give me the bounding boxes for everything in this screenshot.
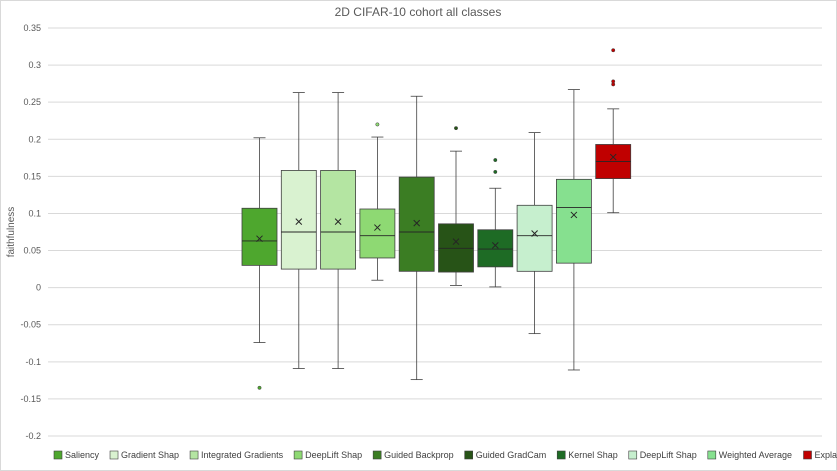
legend-item: Guided GradCam [464,450,547,460]
outlier-point [375,122,380,127]
y-tick-label: 0.2 [28,134,41,144]
y-tick-label: 0.15 [23,171,41,181]
legend-swatch [707,450,717,460]
y-tick-label: 0.1 [28,208,41,218]
legend-item: Explanation Optimizer (non-linear) [803,450,837,460]
box [280,170,317,270]
legend-item: Integrated Gradients [189,450,284,460]
legend-label: Kernel Shap [568,450,618,460]
box [359,208,396,259]
box-series [241,137,278,390]
mean-marker [295,218,303,225]
legend-label: Guided Backprop [384,450,454,460]
outlier-point [611,48,616,53]
box-series [438,126,474,286]
legend-label: Explanation Optimizer (non-linear) [815,450,837,460]
gridlines [48,27,822,437]
y-tick-label: -0.05 [20,320,41,330]
outlier-point [454,126,458,131]
legend-item: Gradient Shap [109,450,179,460]
legend-item: Weighted Average [707,450,792,460]
y-tick-label: 0.3 [28,60,41,70]
mean-marker [374,224,381,231]
y-tick-label: -0.1 [25,357,41,367]
mean-marker [256,235,263,243]
legend-swatch [803,450,812,460]
box-series [595,48,632,214]
box [477,229,514,268]
legend-swatch [109,450,119,460]
mean-marker [413,219,421,227]
box-series [516,132,553,335]
legend-item: Saliency [53,450,100,460]
legend-label: DeepLift Shap [305,450,362,460]
legend: Saliency Gradient Shap Integrated Gradient… [53,450,837,460]
boxes [241,48,632,390]
box-series [477,158,514,288]
y-tick-label: 0.35 [23,23,41,33]
y-axis-ticks: 0.35 0.3 0.25 0.2 0.15 0.1 0.05 0 -0.05 -0.1 -0.15… [20,23,41,441]
mean-marker [452,238,460,245]
outlier-point [493,158,498,162]
legend-swatch [53,450,63,460]
legend-item: DeepLift Shap [293,450,362,460]
box-series [556,89,592,371]
mean-marker [531,230,538,237]
legend-swatch [556,450,566,460]
y-tick-label: -0.2 [25,431,41,441]
y-tick-label: 0.05 [23,246,41,256]
box-series [280,92,317,369]
legend-label: DeepLift Shap [640,450,697,460]
box [398,176,435,272]
mean-marker [570,211,578,219]
outlier-point [493,169,498,174]
box [241,207,278,266]
legend-label: Saliency [65,450,100,460]
mean-marker [491,241,499,249]
outlier-point [257,385,262,390]
legend-item: Guided Backprop [372,450,454,460]
legend-label: Gradient Shap [121,450,179,460]
box [320,170,357,270]
legend-item: DeepLift Shap [628,450,697,460]
box-series [398,95,435,381]
legend-swatch [189,450,199,460]
y-tick-label: 0 [36,283,41,293]
box-series [320,92,357,369]
y-axis-label: faithfulness [6,207,17,258]
outlier-point [611,79,616,84]
legend-label: Weighted Average [719,450,792,460]
legend-label: Integrated Gradients [201,450,284,460]
box [556,178,592,264]
y-tick-label: 0.25 [23,97,41,107]
legend-swatch [628,450,638,460]
legend-swatch [372,450,382,460]
legend-item: Kernel Shap [556,450,618,460]
box [516,204,553,272]
mean-marker [334,218,342,225]
y-tick-label: -0.15 [20,394,41,404]
legend-swatch [293,450,303,460]
legend-label: Guided GradCam [476,450,547,460]
chart-title: 2D CIFAR-10 cohort all classes [335,5,502,19]
mean-marker [609,153,617,161]
legend-swatch [464,450,473,460]
box-series [359,122,396,281]
